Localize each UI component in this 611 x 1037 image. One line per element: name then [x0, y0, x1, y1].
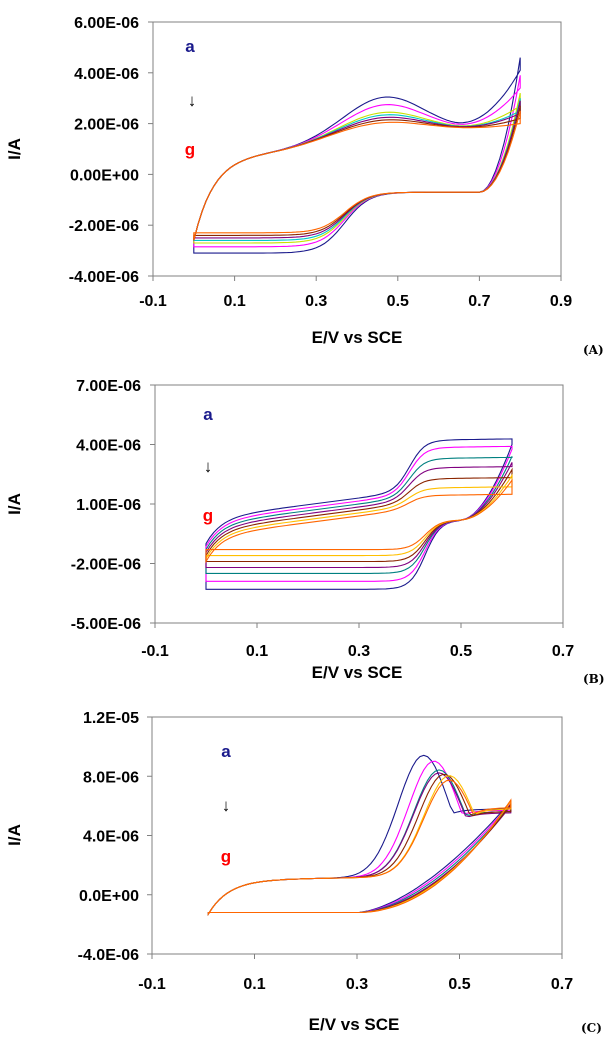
cv-curve-c: [205, 456, 513, 574]
annotation-a: a: [221, 742, 231, 761]
panel-label-b: (B): [583, 672, 605, 686]
down-arrow-icon: ↓: [204, 457, 213, 476]
x-axis-label: E/V vs SCE: [312, 328, 403, 347]
x-tick-label: -0.1: [139, 293, 167, 310]
y-tick-label: -4.0E-06: [78, 947, 139, 964]
y-tick-label: 0.00E+00: [70, 167, 139, 184]
x-axis-label: E/V vs SCE: [309, 1015, 400, 1034]
cv-curve-a: [193, 57, 521, 254]
cv-curve-g: [193, 110, 521, 241]
cv-curve-e: [205, 467, 513, 563]
x-tick-label: -0.1: [138, 976, 166, 993]
y-tick-label: 8.0E-06: [83, 769, 139, 786]
y-tick-label: 7.00E-06: [76, 378, 141, 395]
annotation-g: g: [221, 847, 231, 866]
cv-curve-e: [207, 773, 512, 916]
y-axis-label: I/A: [5, 824, 24, 846]
x-tick-label: 0.5: [387, 293, 409, 310]
cv-curve-c: [207, 769, 512, 916]
y-tick-label: -2.00E-06: [69, 218, 139, 235]
y-axis-label: I/A: [5, 493, 24, 515]
x-tick-label: 0.7: [552, 643, 574, 660]
plot-frame: [151, 716, 563, 955]
annotation-g: g: [203, 506, 213, 525]
x-tick-label: 0.9: [550, 293, 572, 310]
plot-frame: [152, 21, 562, 277]
cv-curve-b: [205, 445, 513, 582]
tick-labels: 6.00E-06 4.00E-06 2.00E-06 0.00E+00 -2.00E-0…: [69, 15, 572, 310]
y-axis-label: I/A: [5, 138, 24, 160]
cv-curve-g: [207, 779, 512, 916]
x-tick-label: 0.3: [348, 643, 370, 660]
x-tick-label: -0.1: [141, 643, 169, 660]
panel-a: 6.00E-06 4.00E-06 2.00E-06 0.00E+00 -2.00E-0…: [5, 15, 604, 357]
cv-curve-d: [205, 462, 513, 569]
down-arrow-icon: ↓: [188, 91, 197, 110]
cv-curve-a: [207, 754, 512, 916]
x-tick-label: 0.5: [450, 643, 472, 660]
y-tick-label: 0.0E+00: [79, 888, 139, 905]
annotation-a: a: [185, 37, 195, 56]
y-tick-label: -5.00E-06: [71, 616, 141, 633]
tick-labels: 1.2E-05 8.0E-06 4.0E-06 0.0E+00 -4.0E-06 -0.1…: [78, 710, 574, 993]
cv-curve-b: [207, 760, 512, 916]
cv-curve-a: [205, 438, 513, 590]
x-tick-label: 0.3: [305, 293, 327, 310]
cv-curve-b: [193, 75, 521, 248]
down-arrow-icon: ↓: [222, 796, 231, 815]
annotation-g: g: [185, 140, 195, 159]
x-tick-label: 0.7: [551, 976, 573, 993]
annotation-a: a: [203, 405, 213, 424]
panel-b: 7.00E-06 4.00E-06 1.00E-06 -2.00E-06 -5.00E-…: [5, 378, 605, 686]
cv-curves: [205, 438, 513, 590]
panel-c: 1.2E-05 8.0E-06 4.0E-06 0.0E+00 -4.0E-06 -0.1…: [5, 710, 602, 1035]
y-tick-label: 4.0E-06: [83, 829, 139, 846]
x-axis-label: E/V vs SCE: [312, 663, 403, 682]
panel-label-a: (A): [583, 343, 604, 357]
cv-curve-g: [205, 478, 513, 564]
tick-labels: 7.00E-06 4.00E-06 1.00E-06 -2.00E-06 -5.00E-…: [71, 378, 574, 660]
cv-curves: [193, 57, 521, 254]
y-tick-label: 4.00E-06: [76, 438, 141, 455]
cv-curves: [207, 754, 512, 916]
y-tick-label: 6.00E-06: [74, 15, 139, 32]
cv-curve-c: [193, 92, 521, 244]
y-tick-label: 2.00E-06: [74, 117, 139, 134]
cv-curve-f: [205, 473, 513, 561]
x-tick-label: 0.5: [448, 976, 470, 993]
y-tick-label: 1.2E-05: [83, 710, 139, 727]
y-tick-label: -4.00E-06: [69, 269, 139, 286]
x-tick-label: 0.1: [243, 976, 265, 993]
cv-curve-f: [207, 775, 512, 916]
panel-label-c: (C): [581, 1021, 602, 1035]
x-tick-label: 0.1: [223, 293, 245, 310]
y-tick-label: -2.00E-06: [71, 557, 141, 574]
y-tick-label: 1.00E-06: [76, 497, 141, 514]
x-tick-label: 0.1: [246, 643, 268, 660]
y-tick-label: 4.00E-06: [74, 66, 139, 83]
x-tick-label: 0.3: [346, 976, 368, 993]
x-tick-label: 0.7: [468, 293, 490, 310]
